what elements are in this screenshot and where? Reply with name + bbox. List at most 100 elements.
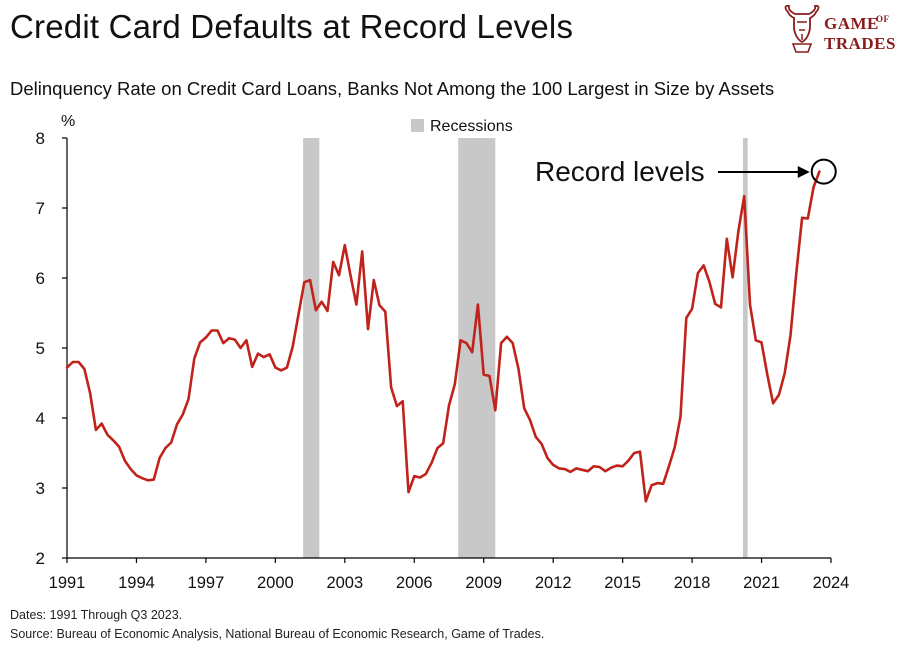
y-tick-label: 7	[36, 199, 45, 218]
data-point	[147, 479, 149, 482]
data-point	[725, 237, 728, 240]
data-point	[83, 368, 86, 370]
data-point	[95, 429, 97, 431]
x-tick-label: 1994	[118, 574, 155, 592]
data-point	[488, 375, 491, 377]
data-point	[332, 261, 335, 263]
data-point	[656, 482, 659, 484]
data-point	[210, 329, 213, 332]
legend-recession-label: Recessions	[430, 118, 513, 135]
data-point	[390, 386, 393, 389]
data-point	[662, 482, 665, 485]
data-point	[621, 465, 624, 468]
data-point	[123, 459, 126, 462]
data-point	[569, 471, 572, 473]
data-point	[806, 217, 809, 220]
recession-band	[458, 138, 496, 558]
data-point	[355, 303, 358, 306]
y-axis-unit: %	[61, 113, 75, 130]
data-point	[714, 303, 717, 305]
data-point	[685, 317, 688, 319]
data-point	[615, 464, 618, 467]
legend: Recessions	[411, 118, 513, 135]
x-tick-label: 2003	[326, 574, 363, 592]
data-point	[523, 407, 526, 410]
data-point	[251, 366, 254, 368]
data-point	[540, 443, 543, 445]
data-point	[760, 341, 763, 344]
data-point	[668, 465, 670, 468]
data-point	[216, 329, 219, 332]
game-of-trades-logo: GAME OF TRADES	[782, 4, 895, 56]
data-point	[720, 306, 722, 309]
chart-subtitle: Delinquency Rate on Credit Card Loans, B…	[10, 78, 775, 99]
data-point	[529, 419, 531, 421]
data-point	[297, 313, 300, 316]
data-point	[361, 250, 364, 253]
annotation-label: Record levels	[535, 156, 705, 187]
data-point	[650, 484, 653, 487]
data-point	[314, 309, 317, 312]
data-point	[448, 404, 450, 407]
x-tick-label: 1997	[188, 574, 225, 592]
data-point	[604, 470, 607, 473]
data-point	[708, 281, 711, 284]
data-point	[268, 353, 271, 356]
data-point	[801, 216, 803, 219]
data-point	[749, 303, 751, 306]
data-point	[141, 477, 144, 480]
data-point	[737, 230, 740, 233]
data-point	[378, 304, 381, 307]
record-circle	[810, 158, 837, 185]
data-point	[430, 461, 433, 464]
axes: 2 3 4 5 6 7 8% 1991 1994 1997 2000 2003 2006 2009 2012…	[36, 113, 850, 592]
data-point	[778, 394, 780, 396]
data-point	[587, 470, 589, 473]
data-point	[627, 459, 630, 462]
x-tick-label: 2009	[465, 574, 502, 592]
x-tick-label: 2018	[674, 574, 711, 592]
data-point	[280, 369, 283, 372]
data-point	[338, 274, 340, 277]
data-point	[436, 447, 439, 449]
footer-dates: Dates: 1991 Through Q3 2023.	[10, 608, 183, 622]
data-point	[465, 342, 468, 344]
data-point	[164, 447, 167, 449]
data-point	[789, 334, 792, 337]
data-point	[575, 467, 578, 470]
bull-head-icon	[784, 4, 820, 53]
annotation-arrowhead	[797, 166, 810, 178]
data-point	[766, 373, 769, 376]
recession-bands	[303, 138, 748, 558]
x-tick-label: 2024	[813, 574, 850, 592]
data-point	[372, 279, 375, 281]
data-point	[424, 473, 427, 475]
data-point	[274, 366, 277, 369]
data-point	[205, 336, 207, 339]
data-point	[673, 446, 676, 449]
data-point	[639, 450, 641, 453]
data-point	[320, 300, 323, 303]
data-point	[442, 442, 445, 445]
data-point	[494, 409, 497, 412]
data-point	[170, 441, 173, 444]
data-point	[193, 357, 196, 360]
data-point	[343, 244, 346, 247]
data-point	[118, 445, 120, 448]
data-point	[598, 466, 601, 468]
x-tick-label: 1991	[49, 574, 86, 592]
data-point	[818, 170, 821, 173]
logo-word-game: GAME	[824, 14, 879, 33]
data-point	[199, 341, 202, 344]
data-point	[592, 465, 595, 468]
data-point	[471, 351, 474, 354]
data-point	[795, 272, 798, 274]
data-point	[257, 352, 259, 355]
y-tick-label: 5	[36, 339, 45, 358]
data-point	[396, 405, 398, 407]
logo-word-of: OF	[876, 14, 890, 24]
data-point	[181, 413, 184, 416]
x-tick-label: 2012	[535, 574, 572, 592]
data-point	[500, 342, 502, 344]
data-point	[176, 423, 178, 426]
